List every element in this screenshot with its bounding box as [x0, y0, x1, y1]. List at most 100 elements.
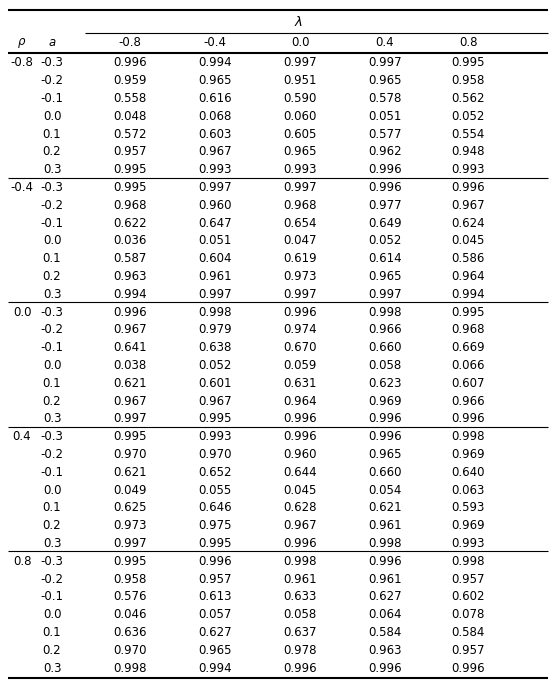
- Text: 0.964: 0.964: [283, 395, 317, 407]
- Text: 0.057: 0.057: [198, 608, 232, 621]
- Text: 0.961: 0.961: [198, 270, 232, 283]
- Text: 0.965: 0.965: [198, 644, 232, 657]
- Text: 0.1: 0.1: [43, 501, 61, 514]
- Text: 0.590: 0.590: [284, 92, 317, 105]
- Text: 0.654: 0.654: [283, 217, 317, 229]
- Text: 0.964: 0.964: [451, 270, 485, 283]
- Text: 0.613: 0.613: [198, 590, 232, 603]
- Text: 0.577: 0.577: [368, 128, 402, 140]
- Text: 0.974: 0.974: [283, 323, 317, 336]
- Text: 0.593: 0.593: [451, 501, 485, 514]
- Text: 0.607: 0.607: [451, 377, 485, 390]
- Text: 0.627: 0.627: [368, 590, 402, 603]
- Text: 0.957: 0.957: [451, 573, 485, 586]
- Text: 0.066: 0.066: [451, 359, 485, 372]
- Text: 0.998: 0.998: [368, 537, 402, 550]
- Text: 0.995: 0.995: [113, 430, 147, 443]
- Text: 0.054: 0.054: [368, 484, 401, 497]
- Text: 0.970: 0.970: [113, 448, 147, 461]
- Text: 0.996: 0.996: [368, 181, 402, 194]
- Text: 0.975: 0.975: [198, 519, 232, 532]
- Text: 0.605: 0.605: [284, 128, 317, 140]
- Text: 0.3: 0.3: [43, 412, 61, 425]
- Text: 0.8: 0.8: [459, 37, 477, 49]
- Text: -0.1: -0.1: [41, 466, 63, 479]
- Text: 0.969: 0.969: [451, 448, 485, 461]
- Text: 0.051: 0.051: [198, 234, 232, 247]
- Text: 0.959: 0.959: [113, 74, 147, 87]
- Text: 0.622: 0.622: [113, 217, 147, 229]
- Text: -0.3: -0.3: [41, 181, 63, 194]
- Text: 0.957: 0.957: [451, 644, 485, 657]
- Text: 0.958: 0.958: [113, 573, 147, 586]
- Text: 0.627: 0.627: [198, 626, 232, 639]
- Text: 0.0: 0.0: [43, 484, 61, 497]
- Text: 0.646: 0.646: [198, 501, 232, 514]
- Text: 0.604: 0.604: [198, 252, 232, 265]
- Text: 0.554: 0.554: [451, 128, 485, 140]
- Text: 0.660: 0.660: [368, 341, 402, 354]
- Text: 0.973: 0.973: [283, 270, 317, 283]
- Text: 0.562: 0.562: [451, 92, 485, 105]
- Text: 0.3: 0.3: [43, 537, 61, 550]
- Text: 0.0: 0.0: [43, 608, 61, 621]
- Text: $\rho$: $\rho$: [17, 36, 27, 50]
- Text: 0.996: 0.996: [451, 412, 485, 425]
- Text: 0.967: 0.967: [283, 519, 317, 532]
- Text: -0.2: -0.2: [41, 74, 63, 87]
- Text: 0.997: 0.997: [198, 288, 232, 301]
- Text: 0.0: 0.0: [43, 359, 61, 372]
- Text: 0.3: 0.3: [43, 662, 61, 675]
- Text: 0.968: 0.968: [283, 199, 317, 212]
- Text: 0.996: 0.996: [368, 412, 402, 425]
- Text: 0.586: 0.586: [451, 252, 485, 265]
- Text: 0.631: 0.631: [283, 377, 317, 390]
- Text: 0.2: 0.2: [43, 519, 61, 532]
- Text: 0.587: 0.587: [113, 252, 147, 265]
- Text: 0.994: 0.994: [113, 288, 147, 301]
- Text: 0.996: 0.996: [283, 662, 317, 675]
- Text: 0.993: 0.993: [198, 430, 232, 443]
- Text: 0.957: 0.957: [113, 145, 147, 158]
- Text: 0.2: 0.2: [43, 145, 61, 158]
- Text: a: a: [48, 37, 56, 49]
- Text: 0.965: 0.965: [368, 448, 402, 461]
- Text: 0.584: 0.584: [451, 626, 485, 639]
- Text: -0.8: -0.8: [118, 37, 141, 49]
- Text: 0.948: 0.948: [451, 145, 485, 158]
- Text: 0.967: 0.967: [451, 199, 485, 212]
- Text: 0.996: 0.996: [283, 537, 317, 550]
- Text: 0.045: 0.045: [284, 484, 317, 497]
- Text: 0.1: 0.1: [43, 128, 61, 140]
- Text: -0.1: -0.1: [41, 590, 63, 603]
- Text: 0.960: 0.960: [198, 199, 232, 212]
- Text: 0.996: 0.996: [283, 306, 317, 318]
- Text: 0.1: 0.1: [43, 377, 61, 390]
- Text: 0.058: 0.058: [369, 359, 401, 372]
- Text: 0.576: 0.576: [113, 590, 147, 603]
- Text: 0.060: 0.060: [284, 110, 317, 123]
- Text: 0.998: 0.998: [283, 555, 317, 568]
- Text: 0.970: 0.970: [198, 448, 232, 461]
- Text: 0.633: 0.633: [284, 590, 317, 603]
- Text: 0.996: 0.996: [451, 181, 485, 194]
- Text: 0.995: 0.995: [113, 181, 147, 194]
- Text: 0.994: 0.994: [198, 662, 232, 675]
- Text: $\lambda$: $\lambda$: [295, 15, 304, 29]
- Text: 0.641: 0.641: [113, 341, 147, 354]
- Text: 0.669: 0.669: [451, 341, 485, 354]
- Text: 0.572: 0.572: [113, 128, 147, 140]
- Text: 0.997: 0.997: [113, 412, 147, 425]
- Text: 0.973: 0.973: [113, 519, 147, 532]
- Text: -0.3: -0.3: [41, 306, 63, 318]
- Text: 0.962: 0.962: [368, 145, 402, 158]
- Text: 0.967: 0.967: [198, 395, 232, 407]
- Text: 0.068: 0.068: [198, 110, 232, 123]
- Text: 0.997: 0.997: [283, 181, 317, 194]
- Text: 0.995: 0.995: [451, 56, 485, 70]
- Text: 0.644: 0.644: [283, 466, 317, 479]
- Text: 0.997: 0.997: [198, 181, 232, 194]
- Text: -0.3: -0.3: [41, 555, 63, 568]
- Text: 0.993: 0.993: [198, 163, 232, 177]
- Text: 0.603: 0.603: [198, 128, 232, 140]
